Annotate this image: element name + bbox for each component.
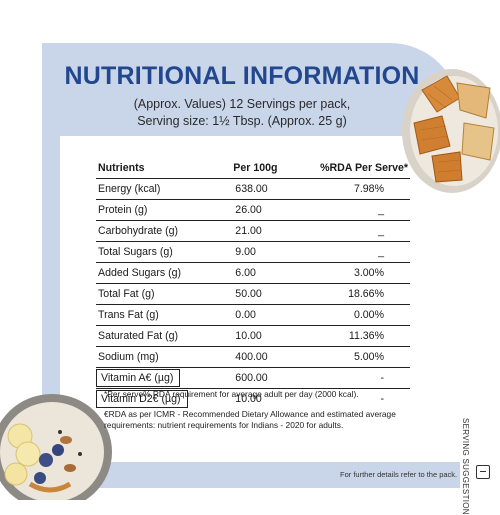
footnotes: *Per serve% RDA requirement for average …: [104, 389, 404, 440]
waffle-plate-image: [402, 69, 500, 193]
per-100g-value: 600.00: [209, 367, 297, 389]
subtitle-line-1: (Approx. Values) 12 Servings per pack,: [133, 97, 351, 111]
per-100g-value: 6.00: [209, 262, 297, 284]
rda-value: 0.00%: [296, 304, 410, 326]
subtitle-line-2: Serving size: 1½ Tbsp. (Approx. 25 g): [137, 114, 347, 128]
nutrient-name-cell: Vitamin A€ (µg): [96, 367, 210, 389]
table-row: Vitamin A€ (µg) 600.00 -: [96, 367, 410, 389]
nutrient-name: Added Sugars (g): [96, 262, 210, 284]
per-100g-value: 26.00: [209, 199, 297, 221]
oats-bowl-image: [0, 394, 112, 500]
rda-value: 3.00%: [296, 262, 410, 284]
box-icon: [476, 465, 490, 479]
rda-value: _: [296, 199, 410, 221]
per-100g-value: 9.00: [209, 241, 297, 263]
rda-value: _: [296, 241, 410, 263]
rda-value: 11.36%: [296, 325, 410, 347]
nutrient-name: Vitamin D2€ (µg): [96, 390, 188, 408]
table-row: Saturated Fat (g) 10.00 11.36%: [96, 325, 410, 347]
table-row: Sodium (mg) 400.00 5.00%: [96, 346, 410, 368]
rda-value: 5.00%: [296, 346, 410, 368]
nutrient-name: Vitamin A€ (µg): [96, 369, 181, 387]
nutrition-table: Nutrients Per 100g %RDA Per Serve* Energ…: [96, 158, 410, 409]
nutrient-name: Sodium (mg): [96, 346, 210, 368]
table-row: Vitamin D2€ (µg) 10.00 -: [96, 389, 410, 410]
rda-value: -: [296, 367, 410, 389]
nutrient-name: Energy (kcal): [96, 178, 210, 200]
nutrient-name: Total Sugars (g): [96, 241, 210, 263]
table-row: Total Sugars (g) 9.00 _: [96, 241, 410, 263]
column-header-nutrients: Nutrients: [96, 158, 210, 179]
nutrient-name: Protein (g): [96, 199, 210, 221]
nutrient-name: Saturated Fat (g): [96, 325, 210, 347]
nutrient-name-cell: Vitamin D2€ (µg): [96, 389, 209, 410]
per-100g-value: 10.00: [209, 325, 297, 347]
rda-value: 18.66%: [296, 283, 410, 305]
table-row: Total Fat (g) 50.00 18.66%: [96, 283, 410, 305]
table-row: Trans Fat (g) 0.00 0.00%: [96, 304, 410, 326]
table-header-row: Nutrients Per 100g %RDA Per Serve*: [96, 158, 410, 179]
footnote-icmr: €RDA as per ICMR - Recommended Dietary A…: [104, 409, 396, 430]
per-100g-value: 638.00: [209, 178, 297, 200]
per-100g-value: 21.00: [209, 220, 297, 242]
nutrient-name: Total Fat (g): [96, 283, 210, 305]
page-title: NUTRITIONAL INFORMATION: [64, 62, 420, 90]
rda-value: 7.98%: [296, 178, 410, 200]
column-header-rda: %RDA Per Serve*: [296, 158, 410, 179]
footnote-rda-per-serve: *Per serve% RDA requirement for average …: [104, 389, 359, 399]
table-row: Carbohydrate (g) 21.00 _: [96, 220, 410, 242]
rda-value: -: [380, 393, 384, 405]
serving-info: (Approx. Values) 12 Servings per pack, S…: [42, 96, 442, 130]
nutrient-name: Carbohydrate (g): [96, 220, 210, 242]
rda-value: _: [296, 220, 410, 242]
column-header-per-100g: Per 100g: [209, 158, 297, 179]
table-row: Protein (g) 26.00 _: [96, 199, 410, 221]
per-100g-value: 400.00: [209, 346, 297, 368]
table-row: Energy (kcal) 638.00 7.98%: [96, 178, 410, 200]
per-100g-value: 0.00: [209, 304, 297, 326]
nutrient-name: Trans Fat (g): [96, 304, 210, 326]
serving-suggestion-label: SERVING SUGGESTION: [461, 418, 470, 515]
table-row: Added Sugars (g) 6.00 3.00%: [96, 262, 410, 284]
per-100g-value: 10.00: [235, 393, 262, 405]
per-100g-value: 50.00: [209, 283, 297, 305]
footer-note: For further details refer to the pack.: [340, 470, 458, 479]
